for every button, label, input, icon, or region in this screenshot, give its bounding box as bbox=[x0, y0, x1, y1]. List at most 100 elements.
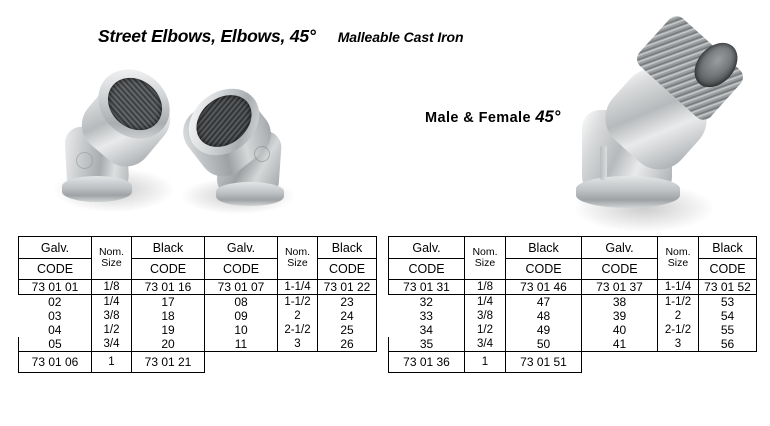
header-code-galv-left: CODE bbox=[18, 258, 92, 280]
cell-nom-size-left: 3/8 bbox=[91, 309, 132, 323]
header-galv-left: Galv. bbox=[18, 236, 92, 259]
street-elbows-45-code-table: Galv. Nom. Size Black Galv. Nom. Size Bl… bbox=[388, 236, 757, 373]
cell-galv-code-left: 02 bbox=[48, 295, 62, 309]
cell-galv-code-right: 08 bbox=[204, 294, 278, 309]
cell-galv-code-right: 73 01 37 bbox=[581, 279, 658, 295]
cell-black-code-left: 20 bbox=[131, 337, 205, 352]
header-code-galv-right: CODE bbox=[204, 258, 278, 280]
male-female-45-street-elbow-photo bbox=[556, 12, 748, 234]
cell-black-code-right: 53 bbox=[698, 294, 757, 309]
header-code-black-left: CODE bbox=[131, 258, 205, 280]
table-row: 34 1/2 49 40 2-1/2 55 bbox=[389, 323, 757, 337]
elbow-illustration bbox=[173, 74, 302, 214]
cell-empty bbox=[582, 352, 658, 373]
table-row: 03 3/8 18 09 2 24 bbox=[19, 309, 377, 323]
cell-nom-size-right: 1-1/2 bbox=[657, 294, 699, 309]
cell-black-code-right: 56 bbox=[698, 337, 757, 352]
cell-nom-size-left: 3/8 bbox=[464, 309, 506, 323]
header-black-right: Black bbox=[698, 236, 757, 259]
cell-nom-size-right: 1-1/2 bbox=[277, 294, 318, 309]
cell-nom-size-left: 1/2 bbox=[464, 323, 506, 337]
cell-galv-code-right: 40 bbox=[581, 323, 658, 337]
header-nom-line2: Size bbox=[287, 257, 308, 269]
cell-galv-code-left: 04 bbox=[48, 323, 62, 337]
cell-black-code-left: 17 bbox=[161, 295, 175, 309]
cell-black-code-right: 55 bbox=[698, 323, 757, 337]
male-female-text: Male & Female bbox=[425, 110, 531, 126]
cast-logo-mark bbox=[76, 152, 93, 169]
cell-nom-size-right: 1-1/4 bbox=[657, 279, 699, 295]
header-code-black-right: CODE bbox=[698, 258, 757, 280]
table-row: 32 1/4 47 38 1-1/2 53 bbox=[389, 294, 757, 309]
table-row: 73 01 31 1/8 73 01 46 73 01 37 1-1/4 73 … bbox=[388, 279, 757, 295]
header-code-black-right: CODE bbox=[317, 258, 377, 280]
cell-galv-code-right: 09 bbox=[204, 309, 278, 323]
cell-black-code-right: 23 bbox=[317, 294, 377, 309]
cell-nom-size-left: 1/4 bbox=[464, 294, 506, 309]
elbow-illustration bbox=[52, 55, 184, 212]
header-black-right: Black bbox=[317, 236, 377, 259]
table-header-code-row: CODE CODE CODE CODE bbox=[18, 258, 377, 280]
cell-nom-size-left: 3/4 bbox=[464, 337, 506, 352]
cell-nom-size-right: 1-1/4 bbox=[277, 279, 318, 295]
cell-empty bbox=[278, 352, 318, 373]
table-row: 02 1/4 17 08 1-1/2 23 bbox=[19, 294, 377, 309]
table-body: 73 01 01 1/8 73 01 16 73 01 07 1-1/4 73 … bbox=[18, 279, 377, 373]
header-black-left: Black bbox=[131, 236, 205, 259]
cell-last-nom-size: 1 bbox=[464, 351, 506, 373]
elbow-base-collar bbox=[62, 176, 132, 202]
cell-galv-code-right: 73 01 07 bbox=[204, 279, 278, 295]
street-elbow-base-collar bbox=[576, 176, 680, 208]
header-nom-size-left: Nom. Size bbox=[91, 236, 132, 280]
cell-black-code-left: 19 bbox=[161, 323, 175, 337]
page-title-material: Malleable Cast Iron bbox=[337, 29, 464, 45]
table-last-row: 73 01 06 1 73 01 21 bbox=[18, 351, 377, 373]
table-header-material-row: Galv. Nom. Size Black Galv. Nom. Size Bl… bbox=[18, 236, 377, 280]
cell-galv-code-right: 11 bbox=[204, 337, 278, 352]
table-row: 05 3/4 20 11 3 26 bbox=[18, 337, 377, 352]
cell-galv-code-left: 32 bbox=[419, 295, 433, 309]
header-code-galv-left: CODE bbox=[388, 258, 465, 280]
male-female-label: Male & Female 45° bbox=[425, 108, 560, 127]
page-title-main: Street Elbows, Elbows, 45° bbox=[98, 26, 316, 46]
header-nom-line1: Nom. bbox=[665, 246, 691, 258]
cell-last-nom-size: 1 bbox=[91, 351, 132, 373]
cell-galv-code-left: 05 bbox=[18, 337, 92, 352]
cell-galv-code-right: 10 bbox=[204, 323, 278, 337]
cell-galv-code-right: 41 bbox=[581, 337, 658, 352]
cell-black-code-right: 73 01 22 bbox=[317, 279, 377, 295]
header-nom-line2: Size bbox=[667, 257, 689, 269]
header-nom-line2: Size bbox=[474, 257, 496, 269]
cell-black-code-right: 26 bbox=[317, 337, 377, 352]
header-nom-line1: Nom. bbox=[284, 246, 311, 258]
black-45-elbow-photo bbox=[173, 74, 302, 214]
cell-galv-code-left: 33 bbox=[419, 309, 433, 323]
cell-galv-code-right: 39 bbox=[581, 309, 658, 323]
cell-galv-code-left: 73 01 31 bbox=[388, 279, 465, 295]
header-black-left: Black bbox=[505, 236, 582, 259]
cell-galv-code-left: 34 bbox=[419, 323, 433, 337]
header-nom-line1: Nom. bbox=[98, 246, 125, 258]
table-row: 33 3/8 48 39 2 54 bbox=[389, 309, 757, 323]
table-row: 04 1/2 19 10 2-1/2 25 bbox=[19, 323, 377, 337]
cell-nom-size-right: 2-1/2 bbox=[657, 323, 699, 337]
cell-last-black-code: 73 01 51 bbox=[505, 351, 582, 373]
header-galv-right: Galv. bbox=[581, 236, 658, 259]
cell-empty bbox=[658, 352, 699, 373]
cell-nom-size-right: 2 bbox=[277, 309, 318, 323]
cell-galv-code-left: 03 bbox=[48, 309, 62, 323]
table-row: 35 3/4 50 41 3 56 bbox=[388, 337, 757, 352]
cell-nom-size-left: 1/4 bbox=[91, 294, 132, 309]
cell-last-black-code: 73 01 21 bbox=[131, 351, 205, 373]
header-nom-size-right: Nom. Size bbox=[277, 236, 318, 280]
elbows-45-code-table: Galv. Nom. Size Black Galv. Nom. Size Bl… bbox=[18, 236, 377, 373]
cell-black-code-left: 47 bbox=[536, 295, 551, 309]
cell-last-galv-code: 73 01 06 bbox=[18, 351, 92, 373]
cell-nom-size-right: 3 bbox=[277, 337, 318, 352]
male-female-degree: 45° bbox=[535, 108, 561, 126]
cell-nom-size-left: 1/2 bbox=[91, 323, 132, 337]
header-galv-left: Galv. bbox=[388, 236, 465, 259]
header-nom-line2: Size bbox=[101, 257, 122, 269]
cell-galv-code-left: 35 bbox=[388, 337, 465, 352]
